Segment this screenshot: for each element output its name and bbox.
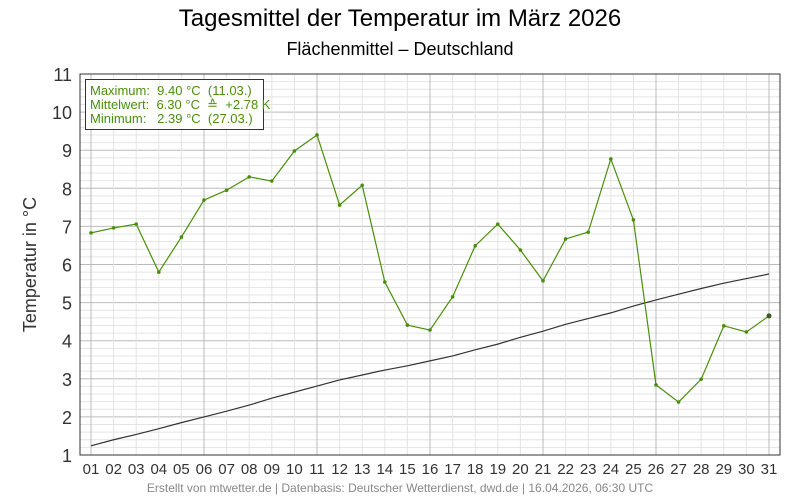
data-point <box>383 280 387 284</box>
x-tick-label: 03 <box>128 461 145 478</box>
x-tick-label: 07 <box>218 461 235 478</box>
data-point <box>744 330 749 334</box>
x-tick-label: 14 <box>376 461 393 478</box>
x-tick-label: 26 <box>648 461 665 478</box>
y-tick-label: 5 <box>62 294 72 314</box>
data-point <box>360 183 365 188</box>
data-point <box>405 323 410 327</box>
x-tick-label: 23 <box>580 461 597 478</box>
x-tick-label: 17 <box>444 461 461 478</box>
y-tick-label: 2 <box>62 408 72 428</box>
data-point <box>450 295 455 299</box>
data-point <box>292 149 297 153</box>
y-axis-label: Temperatur in °C <box>20 197 40 332</box>
x-tick-label: 18 <box>467 461 484 478</box>
x-tick-label: 04 <box>150 461 167 478</box>
y-tick-label: 7 <box>62 217 72 237</box>
data-point <box>609 157 613 161</box>
footer-credit: Erstellt von mtwetter.de | Datenbasis: D… <box>146 481 654 495</box>
x-tick-label: 28 <box>693 461 710 478</box>
data-point <box>428 328 432 332</box>
data-point <box>89 231 93 235</box>
data-point <box>631 218 636 222</box>
chart-title: Tagesmittel der Temperatur im März 2026 <box>178 5 622 32</box>
data-point <box>111 226 116 230</box>
x-tick-label: 12 <box>331 461 348 478</box>
data-point <box>541 279 545 283</box>
data-point <box>699 377 703 381</box>
y-tick-label: 8 <box>62 179 72 199</box>
legend-minimum: Minimum: 2.39 °C (27.03.) <box>90 111 253 126</box>
legend: Maximum: 9.40 °C (11.03.) Mittelwert: 6.… <box>85 79 271 130</box>
y-tick-label: 6 <box>62 256 72 276</box>
x-tick-label: 10 <box>286 461 303 478</box>
data-point <box>134 222 138 226</box>
x-tick-label: 19 <box>489 461 506 478</box>
x-tick-label: 24 <box>602 461 619 478</box>
data-point <box>473 244 478 248</box>
data-point <box>766 313 772 319</box>
x-tick-label: 15 <box>399 461 416 478</box>
data-point <box>202 198 206 202</box>
data-point <box>586 230 590 234</box>
data-point <box>315 133 319 137</box>
data-point <box>518 248 523 252</box>
data-point <box>722 324 726 328</box>
x-tick-label: 16 <box>422 461 439 478</box>
y-tick-label: 4 <box>62 332 72 352</box>
data-point <box>496 222 500 226</box>
data-point <box>654 383 658 387</box>
y-tick-label: 3 <box>62 370 72 390</box>
y-tick-label: 9 <box>62 141 72 161</box>
legend-mean: Mittelwert: 6.30 °C ≙ +2.78 K <box>90 97 271 112</box>
y-tick-label: 11 <box>53 65 72 85</box>
data-point <box>247 175 251 179</box>
data-point <box>337 203 342 207</box>
x-tick-label: 13 <box>354 461 371 478</box>
x-tick-label: 25 <box>625 461 642 478</box>
x-tick-label: 09 <box>263 461 280 478</box>
data-point <box>157 270 161 274</box>
series-line-klimamittel <box>90 273 770 447</box>
x-tick-label: 27 <box>670 461 687 478</box>
x-tick-label: 01 <box>83 461 100 478</box>
x-tick-label: 11 <box>309 461 325 478</box>
x-tick-label: 20 <box>512 461 529 478</box>
data-point <box>224 188 229 193</box>
data-point <box>676 400 681 404</box>
x-tick-label: 08 <box>241 461 258 478</box>
data-point <box>270 179 274 183</box>
x-tick-label: 22 <box>557 461 574 478</box>
y-tick-label: 1 <box>62 446 72 466</box>
plot-frame <box>79 73 781 456</box>
legend-maximum: Maximum: 9.40 °C (11.03.) <box>90 83 252 98</box>
x-tick-label: 06 <box>196 461 213 478</box>
x-tick-label: 21 <box>535 461 552 478</box>
x-tick-label: 30 <box>738 461 755 478</box>
x-tick-label: 29 <box>715 461 732 478</box>
data-point <box>563 237 568 241</box>
x-tick-label: 02 <box>105 461 122 478</box>
x-tick-label: 31 <box>761 461 778 478</box>
y-tick-label: 10 <box>52 103 72 123</box>
chart-subtitle: Flächenmittel – Deutschland <box>286 39 514 59</box>
data-point <box>179 235 184 239</box>
x-tick-label: 05 <box>173 461 190 478</box>
